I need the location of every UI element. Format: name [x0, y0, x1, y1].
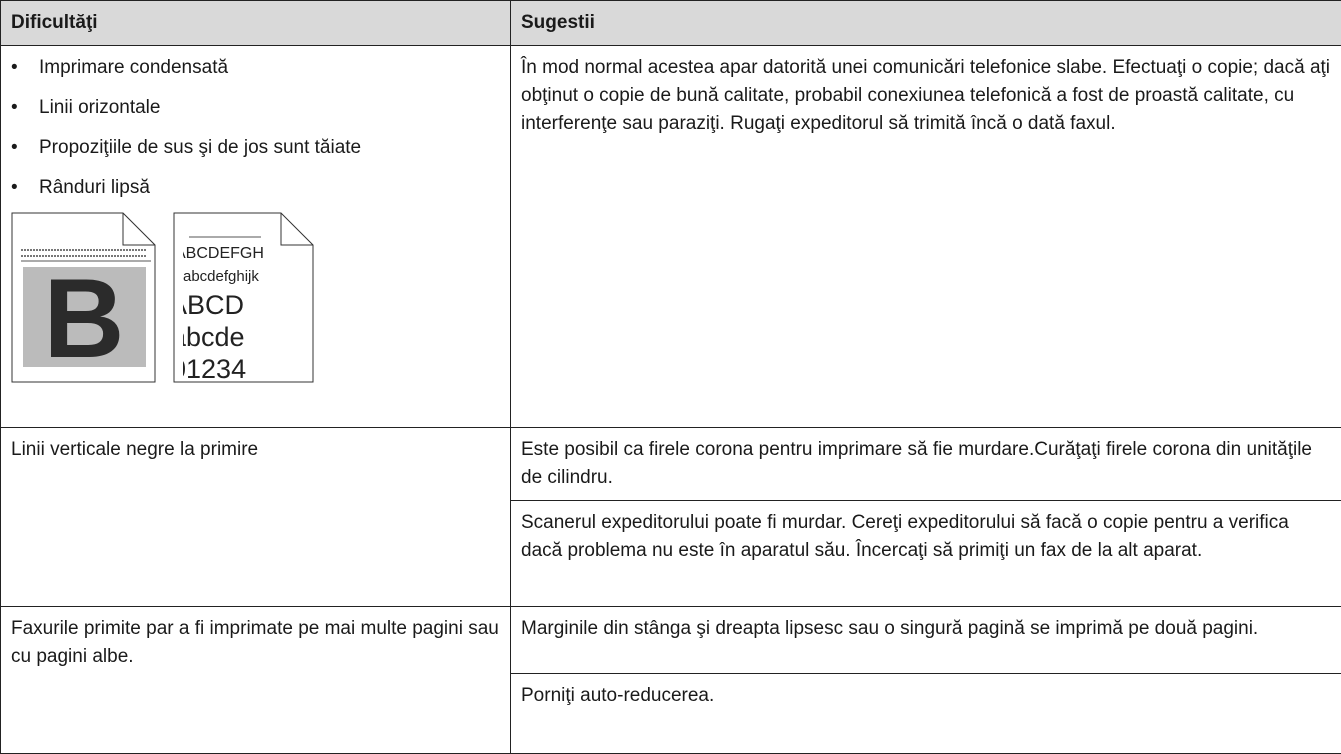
suggestion-cell: În mod normal acestea apar datorită unei… [511, 46, 1341, 428]
sample-text: abcdefghijk [183, 268, 259, 285]
header-cell: Dificultăţi [1, 1, 511, 46]
letter: B [44, 256, 125, 381]
bullet: Linii orizontale [11, 94, 500, 122]
problem-cell: Faxurile primite par a fi imprimate pe m… [1, 607, 511, 754]
suggestion-cell: Porniţi auto-reducerea. [511, 674, 1341, 754]
suggestion: În mod normal acestea apar datorită unei… [521, 54, 1331, 138]
row: Linii verticale negre la primire Este po… [1, 428, 1341, 501]
row: Imprimare condensată Linii orizontale Pr… [1, 46, 1341, 428]
suggestion-cell: Este posibil ca firele corona pentru imp… [511, 428, 1341, 501]
header-row: Dificultăţi Sugestii [1, 1, 1341, 46]
problem-cell: Imprimare condensată Linii orizontale Pr… [1, 46, 511, 428]
illustration: B ABCDEFGH abcdefghijk ABCD abcde 01234 [11, 212, 321, 384]
suggestion-cell: Scanerul expeditorului poate fi murdar. … [511, 501, 1341, 607]
bullet-list: Imprimare condensată Linii orizontale Pr… [11, 54, 500, 202]
sample-text: ABCDEFGH [175, 245, 264, 262]
row: Faxurile primite par a fi imprimate pe m… [1, 607, 1341, 674]
suggestion-cell: Marginile din stânga şi dreapta lipsesc … [511, 607, 1341, 674]
header-cell: Sugestii [511, 1, 1341, 46]
problem-cell: Linii verticale negre la primire [1, 428, 511, 607]
page: Dificultăţi Sugestii Imprimare condensat… [0, 0, 1341, 729]
bullet: Propoziţiile de sus şi de jos sunt tăiat… [11, 134, 500, 162]
bullet: Rânduri lipsă [11, 174, 500, 202]
bullet: Imprimare condensată [11, 54, 500, 82]
